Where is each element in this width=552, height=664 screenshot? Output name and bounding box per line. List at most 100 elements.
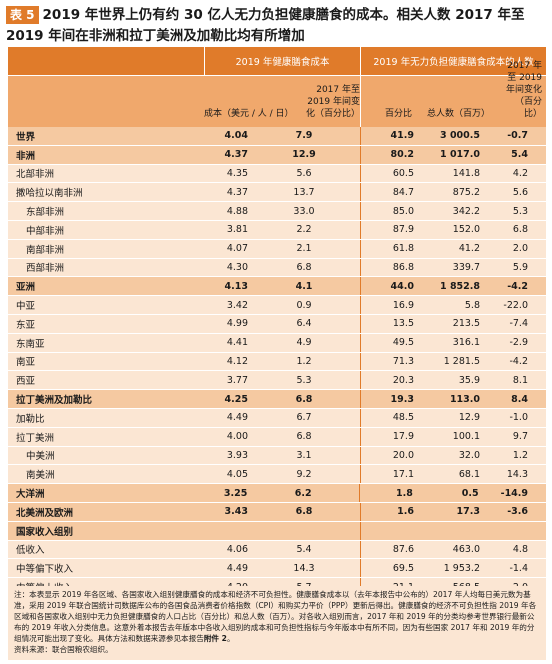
row-total-change: -0.7 [507, 130, 528, 142]
row-cost: 4.12 [226, 355, 248, 367]
note-source: 资料来源：联合国粮农组织。 [14, 645, 113, 654]
row-cost: 4.88 [226, 205, 248, 217]
row-total-change: -1.4 [509, 562, 528, 574]
table-row: 非洲 4.37 12.9 80.2 1 017.0 5.4 [8, 145, 546, 165]
row-total-change [486, 522, 546, 540]
row-total: 3 000.5 [440, 130, 480, 142]
row-percent: 20.3 [360, 371, 416, 390]
row-percent: 17.1 [360, 465, 416, 484]
row-total-change: 8.4 [511, 393, 528, 405]
row-total: 213.5 [452, 318, 480, 330]
row-name: 拉丁美洲及加勒比 [16, 395, 93, 407]
row-total: 68.1 [458, 468, 480, 480]
table-title-text: 2019 年世界上仍有约 30 亿人无力负担健康膳食的成本。相关人数 2017 … [6, 7, 525, 44]
table-row: 大洋洲 3.25 6.2 1.8 0.5 -14.9 [8, 484, 546, 503]
row-percent: 1.8 [358, 484, 415, 502]
row-total: 875.2 [452, 186, 480, 198]
row-name: 中亚 [16, 301, 36, 313]
row-percent: 16.9 [360, 296, 416, 314]
row-percent: 13.5 [360, 314, 416, 333]
row-cost-change: 6.7 [296, 412, 312, 424]
table-row: 西亚 3.77 5.3 20.3 35.9 8.1 [8, 371, 546, 391]
header-cost-change: 2017 年至 2019 年间变化（百分比） [305, 85, 360, 119]
row-total-change: 5.4 [511, 149, 528, 161]
row-cost-change [248, 522, 360, 540]
row-percent: 19.3 [360, 390, 416, 408]
row-percent: 60.5 [360, 164, 416, 183]
row-total-change: 8.1 [512, 374, 528, 386]
data-table: 2019 年健康膳食成本 2019 年无力负担健康膳食成本的人数 成本（美元 /… [8, 47, 546, 616]
row-percent: 61.8 [360, 239, 416, 258]
table-note: 注：本表显示 2019 年各区域、各国家收入组别健康膳食的成本和经济不可负担性。… [8, 586, 546, 660]
table-header-columns: 成本（美元 / 人 / 日） 2017 年至 2019 年间变化（百分比） 百分… [8, 61, 546, 127]
table-row: 亚洲 4.13 4.1 44.0 1 852.8 -4.2 [8, 277, 546, 297]
row-total-change: -4.2 [509, 355, 528, 367]
table-row: 加勒比 4.49 6.7 48.5 12.9 -1.0 [8, 408, 546, 428]
row-cost-change: 3.1 [296, 449, 312, 461]
row-cost-change: 5.4 [296, 543, 312, 555]
row-percent: 85.0 [360, 202, 416, 220]
row-total-change: 4.2 [512, 167, 528, 179]
table-row: 世界 4.04 7.9 41.9 3 000.5 -0.7 [8, 127, 546, 146]
header-total-change: 2017 年至 2019 年间变化（百分比） [506, 61, 543, 119]
row-name: 加勒比 [16, 413, 45, 425]
row-total [416, 522, 486, 540]
row-total-change: -4.2 [507, 280, 528, 292]
row-total: 32.0 [458, 449, 480, 461]
header-group-unaffordable: 2019 年无力负担健康膳食成本的人数 [360, 47, 546, 75]
row-percent: 1.6 [360, 502, 416, 521]
row-percent: 17.9 [360, 427, 416, 446]
row-name: 非洲 [16, 150, 36, 162]
row-cost-change: 6.8 [296, 261, 312, 273]
row-cost-change: 5.3 [296, 374, 312, 386]
row-total-change: -22.0 [503, 299, 528, 311]
row-percent: 41.9 [360, 127, 416, 145]
row-total-change: 1.2 [512, 449, 528, 461]
row-name: 亚洲 [16, 282, 36, 294]
note-text: 注：本表显示 2019 年各区域、各国家收入组别健康膳食的成本和经济不可负担性。… [14, 590, 537, 643]
row-name: 南美洲 [26, 470, 55, 482]
row-total: 100.1 [452, 431, 480, 443]
table-row: 中等偏下收入 4.49 14.3 69.5 1 953.2 -1.4 [8, 559, 546, 579]
row-cost: 3.43 [224, 506, 248, 518]
row-cost-change: 2.2 [296, 224, 312, 236]
row-total: 113.0 [449, 393, 480, 405]
row-cost: 4.25 [224, 393, 248, 405]
row-name: 南部非洲 [26, 244, 65, 256]
row-cost-change: 6.4 [296, 318, 312, 330]
row-cost: 4.49 [226, 412, 248, 424]
row-total: 5.8 [464, 299, 480, 311]
header-empty-cell [8, 47, 204, 75]
row-cost-change: 13.7 [293, 186, 315, 198]
row-cost: 4.06 [226, 543, 248, 555]
row-percent: 84.7 [360, 183, 416, 202]
row-cost-change: 14.3 [293, 562, 315, 574]
row-cost: 4.13 [224, 280, 248, 292]
row-cost-change: 4.9 [296, 337, 312, 349]
row-cost: 4.49 [226, 562, 248, 574]
table-title: 表 5 2019 年世界上仍有约 30 亿人无力负担健康膳食的成本。相关人数 20… [6, 4, 550, 46]
row-total: 1 281.5 [443, 355, 480, 367]
row-name: 北部非洲 [16, 169, 55, 181]
row-name: 世界 [16, 131, 36, 143]
header-total: 总人数（百万） [426, 109, 490, 119]
row-percent: 69.5 [360, 559, 416, 578]
row-percent [360, 521, 416, 540]
table-body: 世界 4.04 7.9 41.9 3 000.5 -0.7 非洲 4.37 12.9 80.2 1 … [8, 127, 546, 616]
row-cost-change: 7.9 [295, 130, 313, 142]
row-total: 152.0 [452, 224, 480, 236]
table-row: 低收入 4.06 5.4 87.6 463.0 4.8 [8, 540, 546, 560]
table-row: 撒哈拉以南非洲 4.37 13.7 84.7 875.2 5.6 [8, 183, 546, 203]
row-total: 17.3 [456, 506, 480, 518]
note-tail: 。 [226, 634, 235, 643]
row-total: 316.1 [452, 337, 480, 349]
header-region-cell [8, 76, 204, 127]
table-row: 东亚 4.99 6.4 13.5 213.5 -7.4 [8, 314, 546, 334]
row-cost: 4.37 [224, 149, 248, 161]
row-name: 北美洲及欧洲 [16, 507, 74, 519]
row-percent: 71.3 [360, 352, 416, 371]
row-total-change: -1.0 [509, 412, 528, 424]
header-group-cost: 2019 年健康膳食成本 [204, 47, 360, 75]
row-name: 南亚 [16, 357, 36, 369]
row-total: 35.9 [458, 374, 480, 386]
